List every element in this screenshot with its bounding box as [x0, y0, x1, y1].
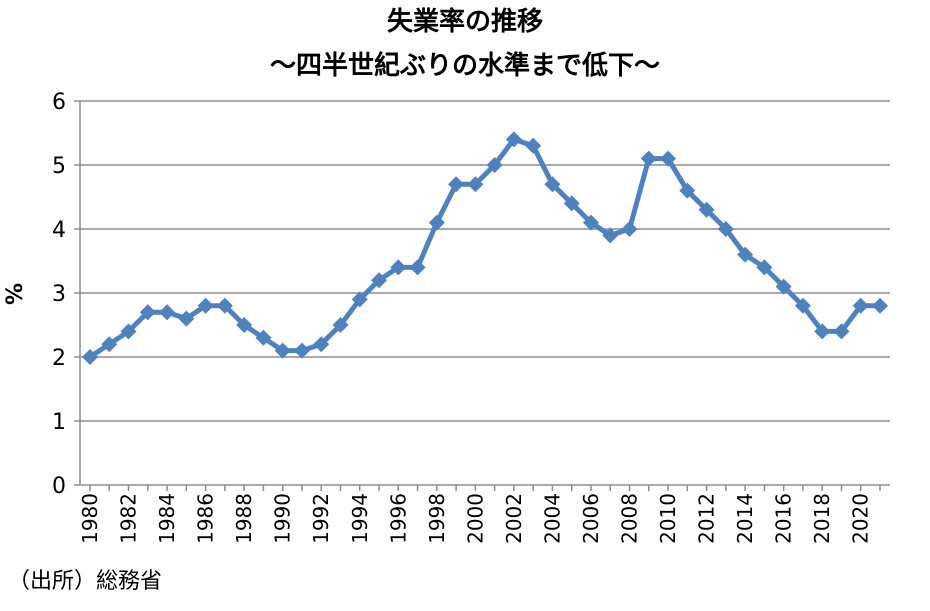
- data-point: [833, 323, 850, 340]
- data-point: [563, 195, 580, 212]
- x-tick-label: 1994: [348, 493, 372, 544]
- data-point: [390, 259, 407, 276]
- data-point: [159, 304, 176, 321]
- data-point: [544, 176, 561, 193]
- data-point: [872, 297, 888, 314]
- data-point: [351, 291, 368, 308]
- x-tick-label: 2018: [810, 493, 834, 544]
- y-tick-label: 6: [52, 90, 66, 115]
- data-point: [794, 297, 811, 314]
- data-point: [717, 221, 734, 237]
- x-tick-label: 2002: [502, 493, 526, 544]
- axes: [74, 100, 890, 491]
- y-tick-label: 0: [52, 474, 66, 499]
- data-point: [101, 336, 118, 353]
- data-point: [409, 259, 426, 276]
- data-point: [505, 131, 522, 148]
- data-point: [679, 182, 696, 199]
- y-tick-labels: 0 1 2 3 4 5 6: [52, 90, 66, 499]
- x-tick-label: 2004: [540, 493, 564, 544]
- data-point: [120, 323, 137, 340]
- x-tick-label: 2010: [656, 493, 680, 544]
- data-point: [428, 214, 445, 231]
- data-point: [274, 342, 291, 359]
- chart-title: 失業率の推移: [386, 7, 543, 37]
- data-point: [448, 176, 465, 193]
- data-point: [293, 342, 310, 359]
- x-tick-label: 1980: [78, 493, 102, 544]
- y-tick-label: 3: [52, 282, 66, 307]
- data-point: [525, 137, 542, 154]
- data-point: [640, 150, 657, 167]
- data-point: [486, 157, 503, 173]
- source-note: （出所）総務省: [8, 569, 163, 594]
- x-tick-label: 2000: [463, 493, 487, 544]
- data-point: [216, 297, 233, 314]
- data-point: [660, 150, 677, 167]
- data-point: [467, 176, 484, 193]
- x-tick-label: 2012: [695, 493, 719, 544]
- data-point: [775, 278, 792, 295]
- data-point: [737, 246, 754, 263]
- data-point: [621, 221, 638, 237]
- data-point: [332, 317, 349, 333]
- y-tick-label: 4: [52, 218, 66, 243]
- x-tick-label: 1998: [425, 493, 449, 544]
- data-point: [197, 297, 214, 314]
- y-tick-label: 1: [52, 410, 66, 435]
- data-point: [698, 201, 715, 218]
- chart-subtitle: ～四半世紀ぶりの水準まで低下～: [269, 51, 660, 81]
- data-point: [236, 317, 253, 333]
- x-tick-label: 1986: [194, 493, 218, 544]
- data-point: [139, 304, 156, 321]
- x-tick-label: 1992: [309, 493, 333, 544]
- y-tick-label: 5: [52, 154, 66, 179]
- data-point: [178, 310, 195, 327]
- x-tick-labels: 1980 1982 1984 1986 1988 1990 1992 1994 1996 1998…: [78, 493, 873, 544]
- x-tick-label: 1984: [155, 493, 179, 544]
- series-line: [88, 136, 880, 360]
- data-point: [255, 329, 272, 346]
- data-point: [756, 259, 773, 276]
- x-tick-label: 1990: [271, 493, 295, 544]
- series-markers: [82, 131, 888, 365]
- x-tick-label: 2016: [772, 493, 796, 544]
- x-tick-label: 2020: [849, 493, 873, 544]
- data-point: [371, 272, 388, 289]
- data-point: [582, 214, 599, 231]
- data-point: [852, 297, 869, 314]
- data-point: [602, 227, 619, 244]
- data-point: [814, 323, 831, 340]
- y-axis-label: %: [3, 283, 28, 305]
- x-tick-label: 2014: [733, 493, 757, 544]
- x-tick-label: 2008: [618, 493, 642, 544]
- x-tick-label: 1996: [386, 493, 410, 544]
- x-tick-label: 1982: [117, 493, 141, 544]
- line-chart: 0 1 2 3 4 5 6 1980 1982 1984 1986 1988 1990 1992 1994…: [3, 90, 890, 544]
- data-point: [313, 336, 330, 353]
- y-tick-label: 2: [52, 346, 66, 371]
- x-tick-label: 2006: [579, 493, 603, 544]
- gridlines: [80, 100, 890, 422]
- x-tick-label: 1988: [232, 493, 256, 544]
- data-point: [82, 349, 98, 365]
